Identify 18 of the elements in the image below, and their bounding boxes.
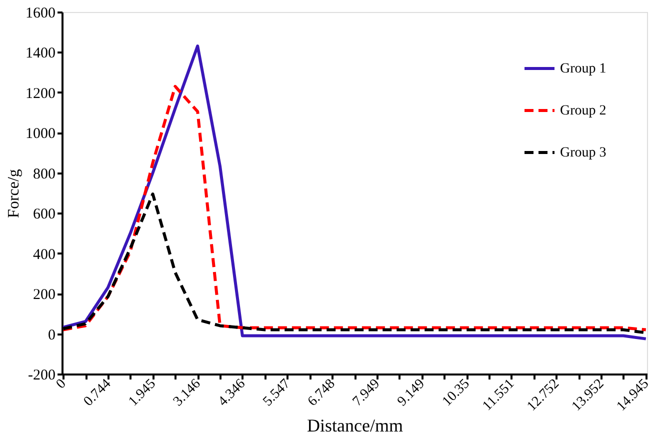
- y-tick-label: 800: [33, 166, 56, 182]
- y-axis-title: Force/g: [6, 169, 22, 218]
- line-series: [62, 44, 648, 340]
- legend-label: Group 3: [560, 146, 606, 160]
- legend-label: Group 1: [560, 62, 606, 76]
- y-tick-label: 1600: [26, 6, 56, 22]
- y-tick-label: 200: [33, 287, 56, 304]
- x-axis-title: Distance/mm: [307, 416, 403, 436]
- y-tick-label: -200: [28, 368, 56, 384]
- y-tick-label: 1000: [26, 126, 56, 142]
- y-tick-label: 600: [33, 206, 56, 223]
- y-tick-label: 400: [33, 246, 56, 263]
- x-tick-label: 0: [54, 376, 70, 392]
- legend-label: Group 2: [560, 104, 606, 118]
- y-tick-label: 1200: [26, 86, 56, 102]
- line-series: [62, 84, 648, 332]
- y-tick-label: 1400: [26, 46, 56, 62]
- y-tick-label: 0: [48, 327, 56, 344]
